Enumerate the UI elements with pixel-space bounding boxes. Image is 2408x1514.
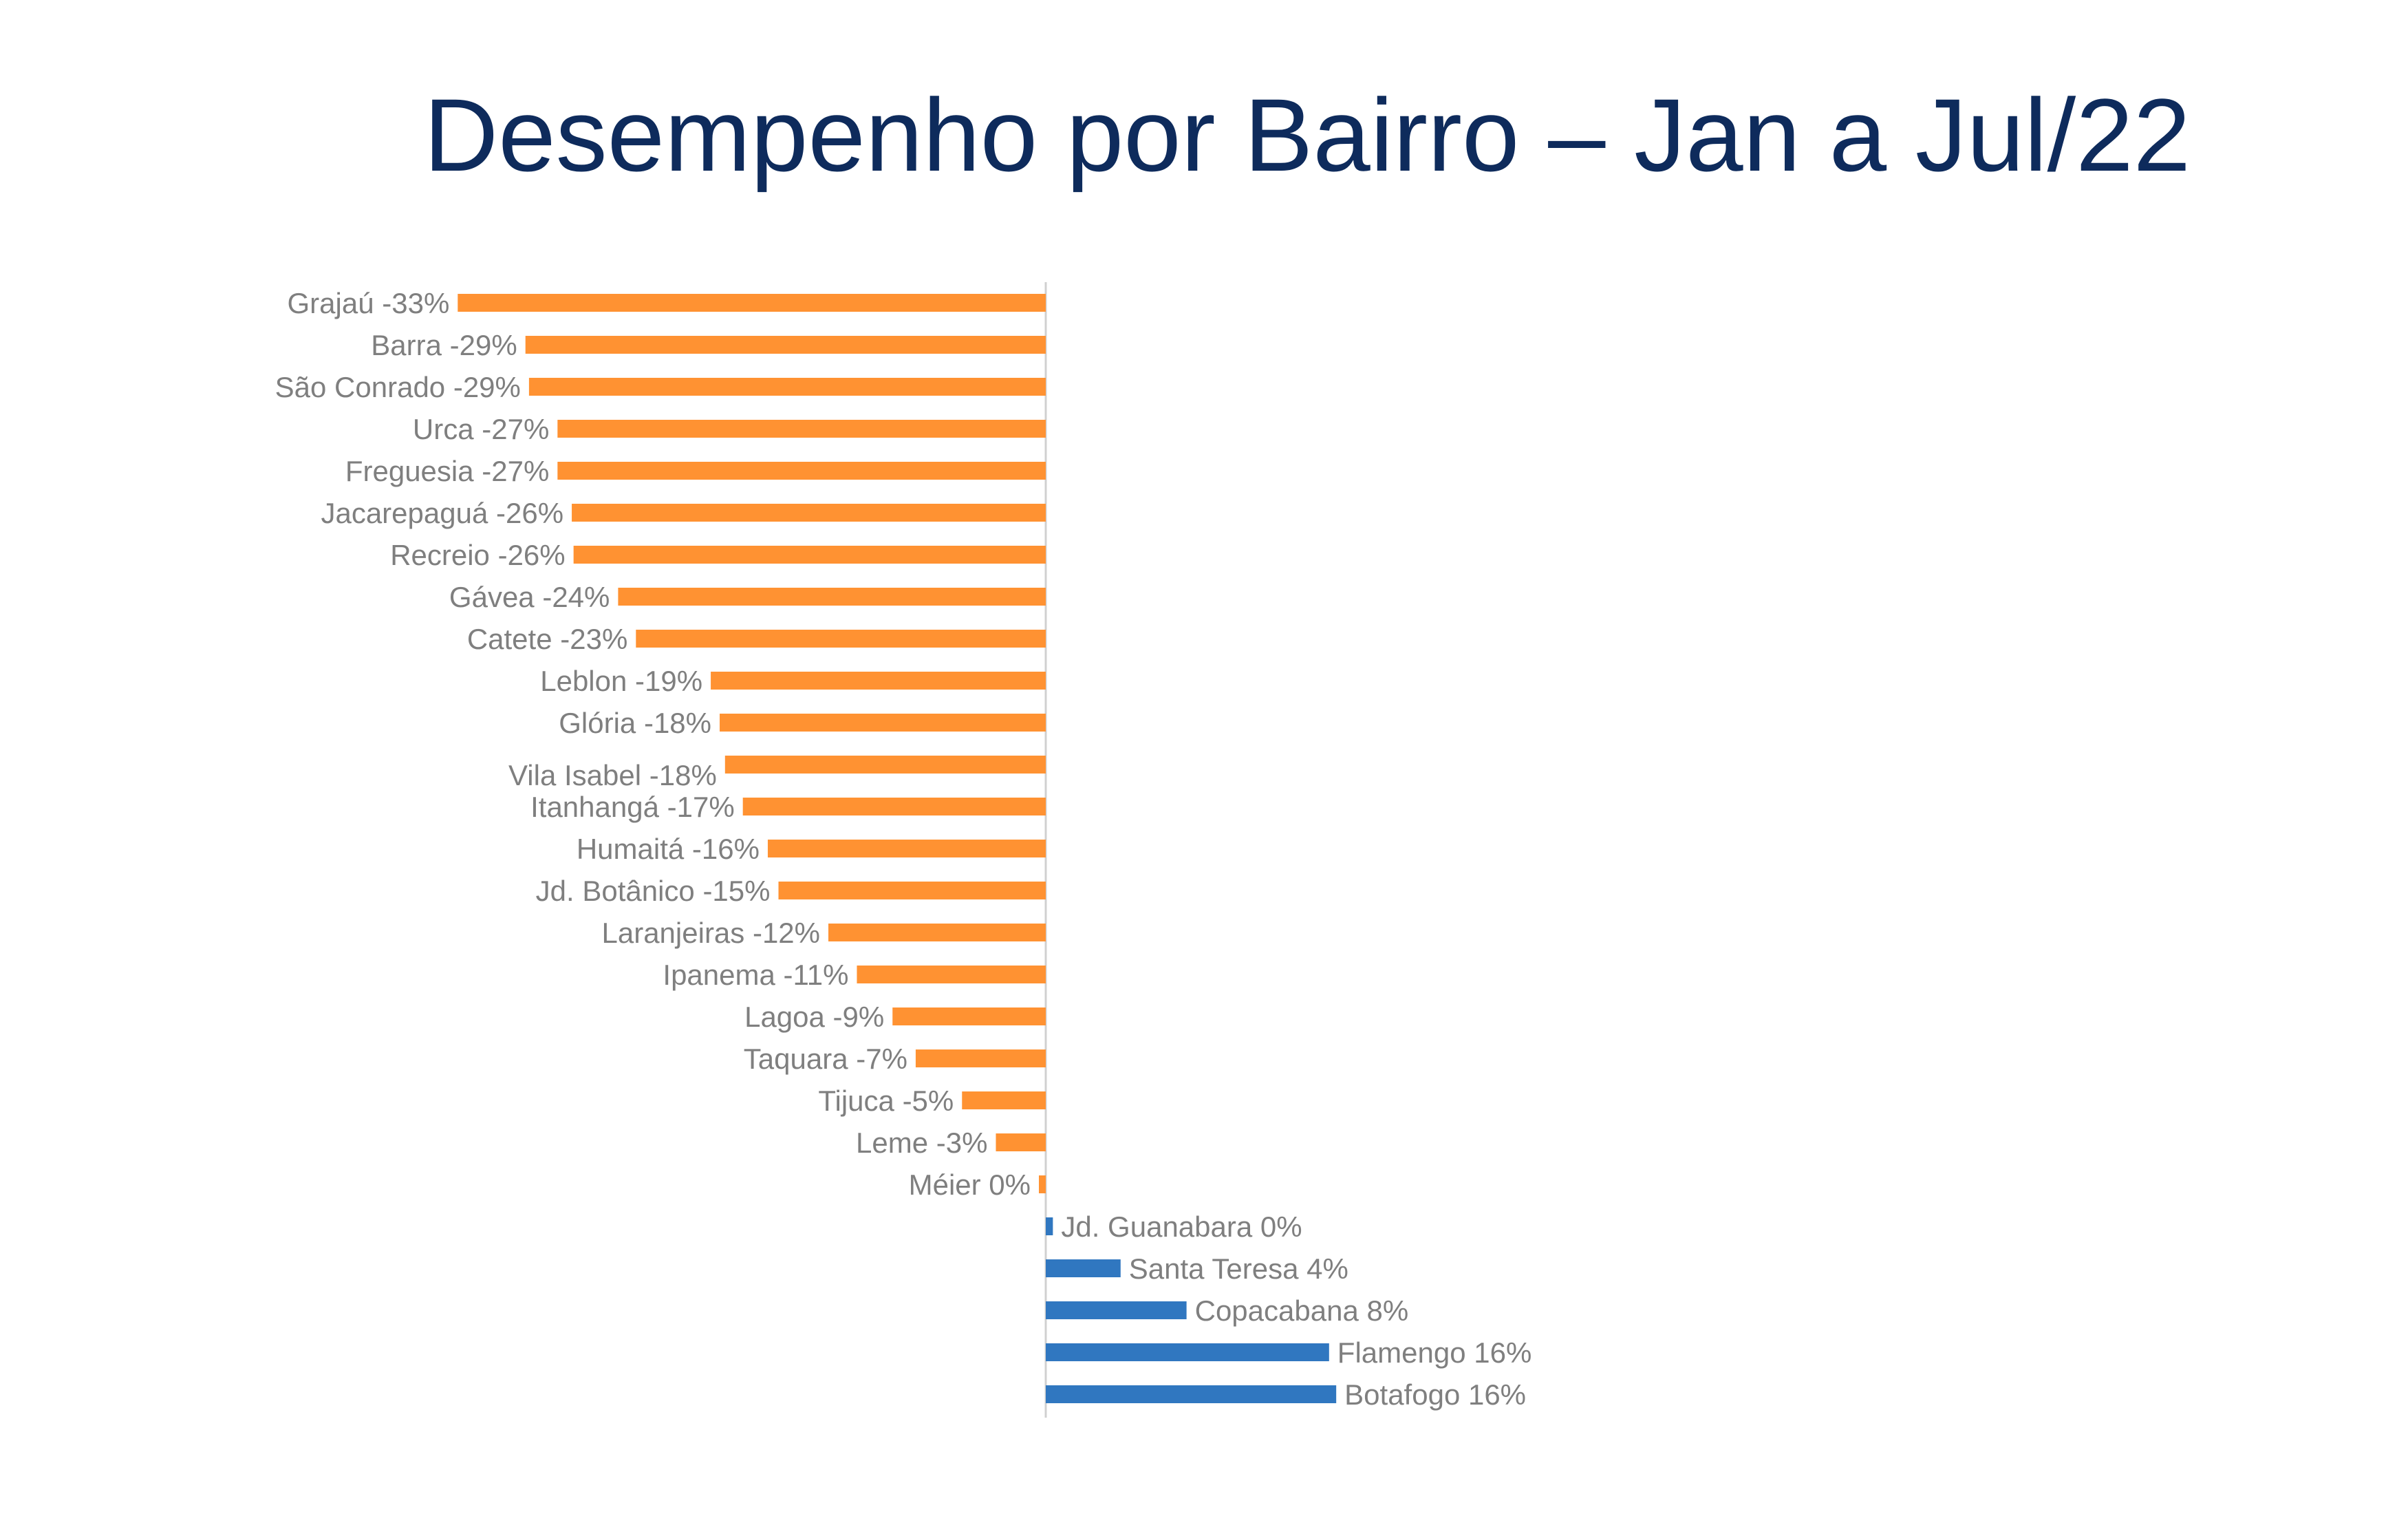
- bar-label: Glória -18%: [559, 707, 711, 739]
- bar: [962, 1091, 1046, 1109]
- bar: [828, 924, 1046, 941]
- bar: [1046, 1301, 1187, 1319]
- bar: [778, 882, 1046, 899]
- bar-label: Urca -27%: [413, 413, 549, 445]
- bar-label: Méier 0%: [909, 1169, 1031, 1201]
- bar-label: Santa Teresa 4%: [1129, 1252, 1348, 1285]
- bar-label: Catete -23%: [467, 623, 627, 655]
- bar: [1039, 1175, 1046, 1193]
- bar: [1046, 1343, 1329, 1361]
- bar-label: Tijuca -5%: [818, 1085, 954, 1117]
- bar-label: Copacabana 8%: [1195, 1294, 1409, 1327]
- bar: [1046, 1259, 1121, 1277]
- bar-label: Jd. Guanabara 0%: [1061, 1211, 1302, 1243]
- bar-label: Leme -3%: [856, 1127, 987, 1159]
- chart-title: Desempenho por Bairro – Jan a Jul/22: [423, 77, 2191, 193]
- labels-group: Grajaú -33% Barra -29% São Conrado -29% Urc…: [275, 287, 1532, 1411]
- bar-label: Botafogo 16%: [1344, 1378, 1526, 1411]
- bar-label: Ipanema -11%: [663, 959, 848, 991]
- bar-label: Gávea -24%: [449, 581, 610, 613]
- bar-label: Laranjeiras -12%: [602, 917, 821, 949]
- bar: [1046, 1385, 1337, 1403]
- bar: [892, 1007, 1046, 1025]
- bar: [711, 672, 1046, 690]
- bar: [857, 966, 1046, 983]
- bar: [458, 294, 1046, 312]
- bar: [557, 462, 1046, 480]
- bar: [996, 1133, 1046, 1151]
- bar-label: Jacarepaguá -26%: [321, 497, 563, 529]
- bar-label: Vila Isabel -18%: [508, 759, 717, 791]
- bar: [724, 756, 1046, 774]
- bar-label: Taquara -7%: [744, 1043, 907, 1075]
- bar: [742, 798, 1046, 815]
- bar-label: São Conrado -29%: [275, 371, 521, 403]
- bar-label: Lagoa -9%: [744, 1001, 884, 1033]
- bar-label: Leblon -19%: [540, 665, 702, 697]
- bar: [525, 336, 1046, 354]
- bar: [528, 378, 1046, 396]
- bar: [720, 714, 1046, 732]
- bar-label: Recreio -26%: [390, 539, 565, 571]
- bar-label: Jd. Botânico -15%: [536, 875, 771, 907]
- bar-label: Freguesia -27%: [345, 455, 549, 487]
- bar: [572, 504, 1046, 522]
- bar-label: Itanhangá -17%: [530, 791, 735, 823]
- bar: [915, 1049, 1046, 1067]
- bars-group: [458, 294, 1337, 1403]
- bar-label: Barra -29%: [371, 329, 517, 361]
- bar: [1046, 1217, 1053, 1235]
- bar: [636, 630, 1046, 648]
- bar-label: Flamengo 16%: [1337, 1336, 1532, 1369]
- bar-label: Grajaú -33%: [288, 287, 450, 319]
- bar: [573, 546, 1046, 564]
- bar-label: Humaitá -16%: [577, 833, 760, 865]
- bar: [767, 840, 1046, 857]
- bar: [618, 588, 1046, 606]
- bar: [557, 420, 1046, 438]
